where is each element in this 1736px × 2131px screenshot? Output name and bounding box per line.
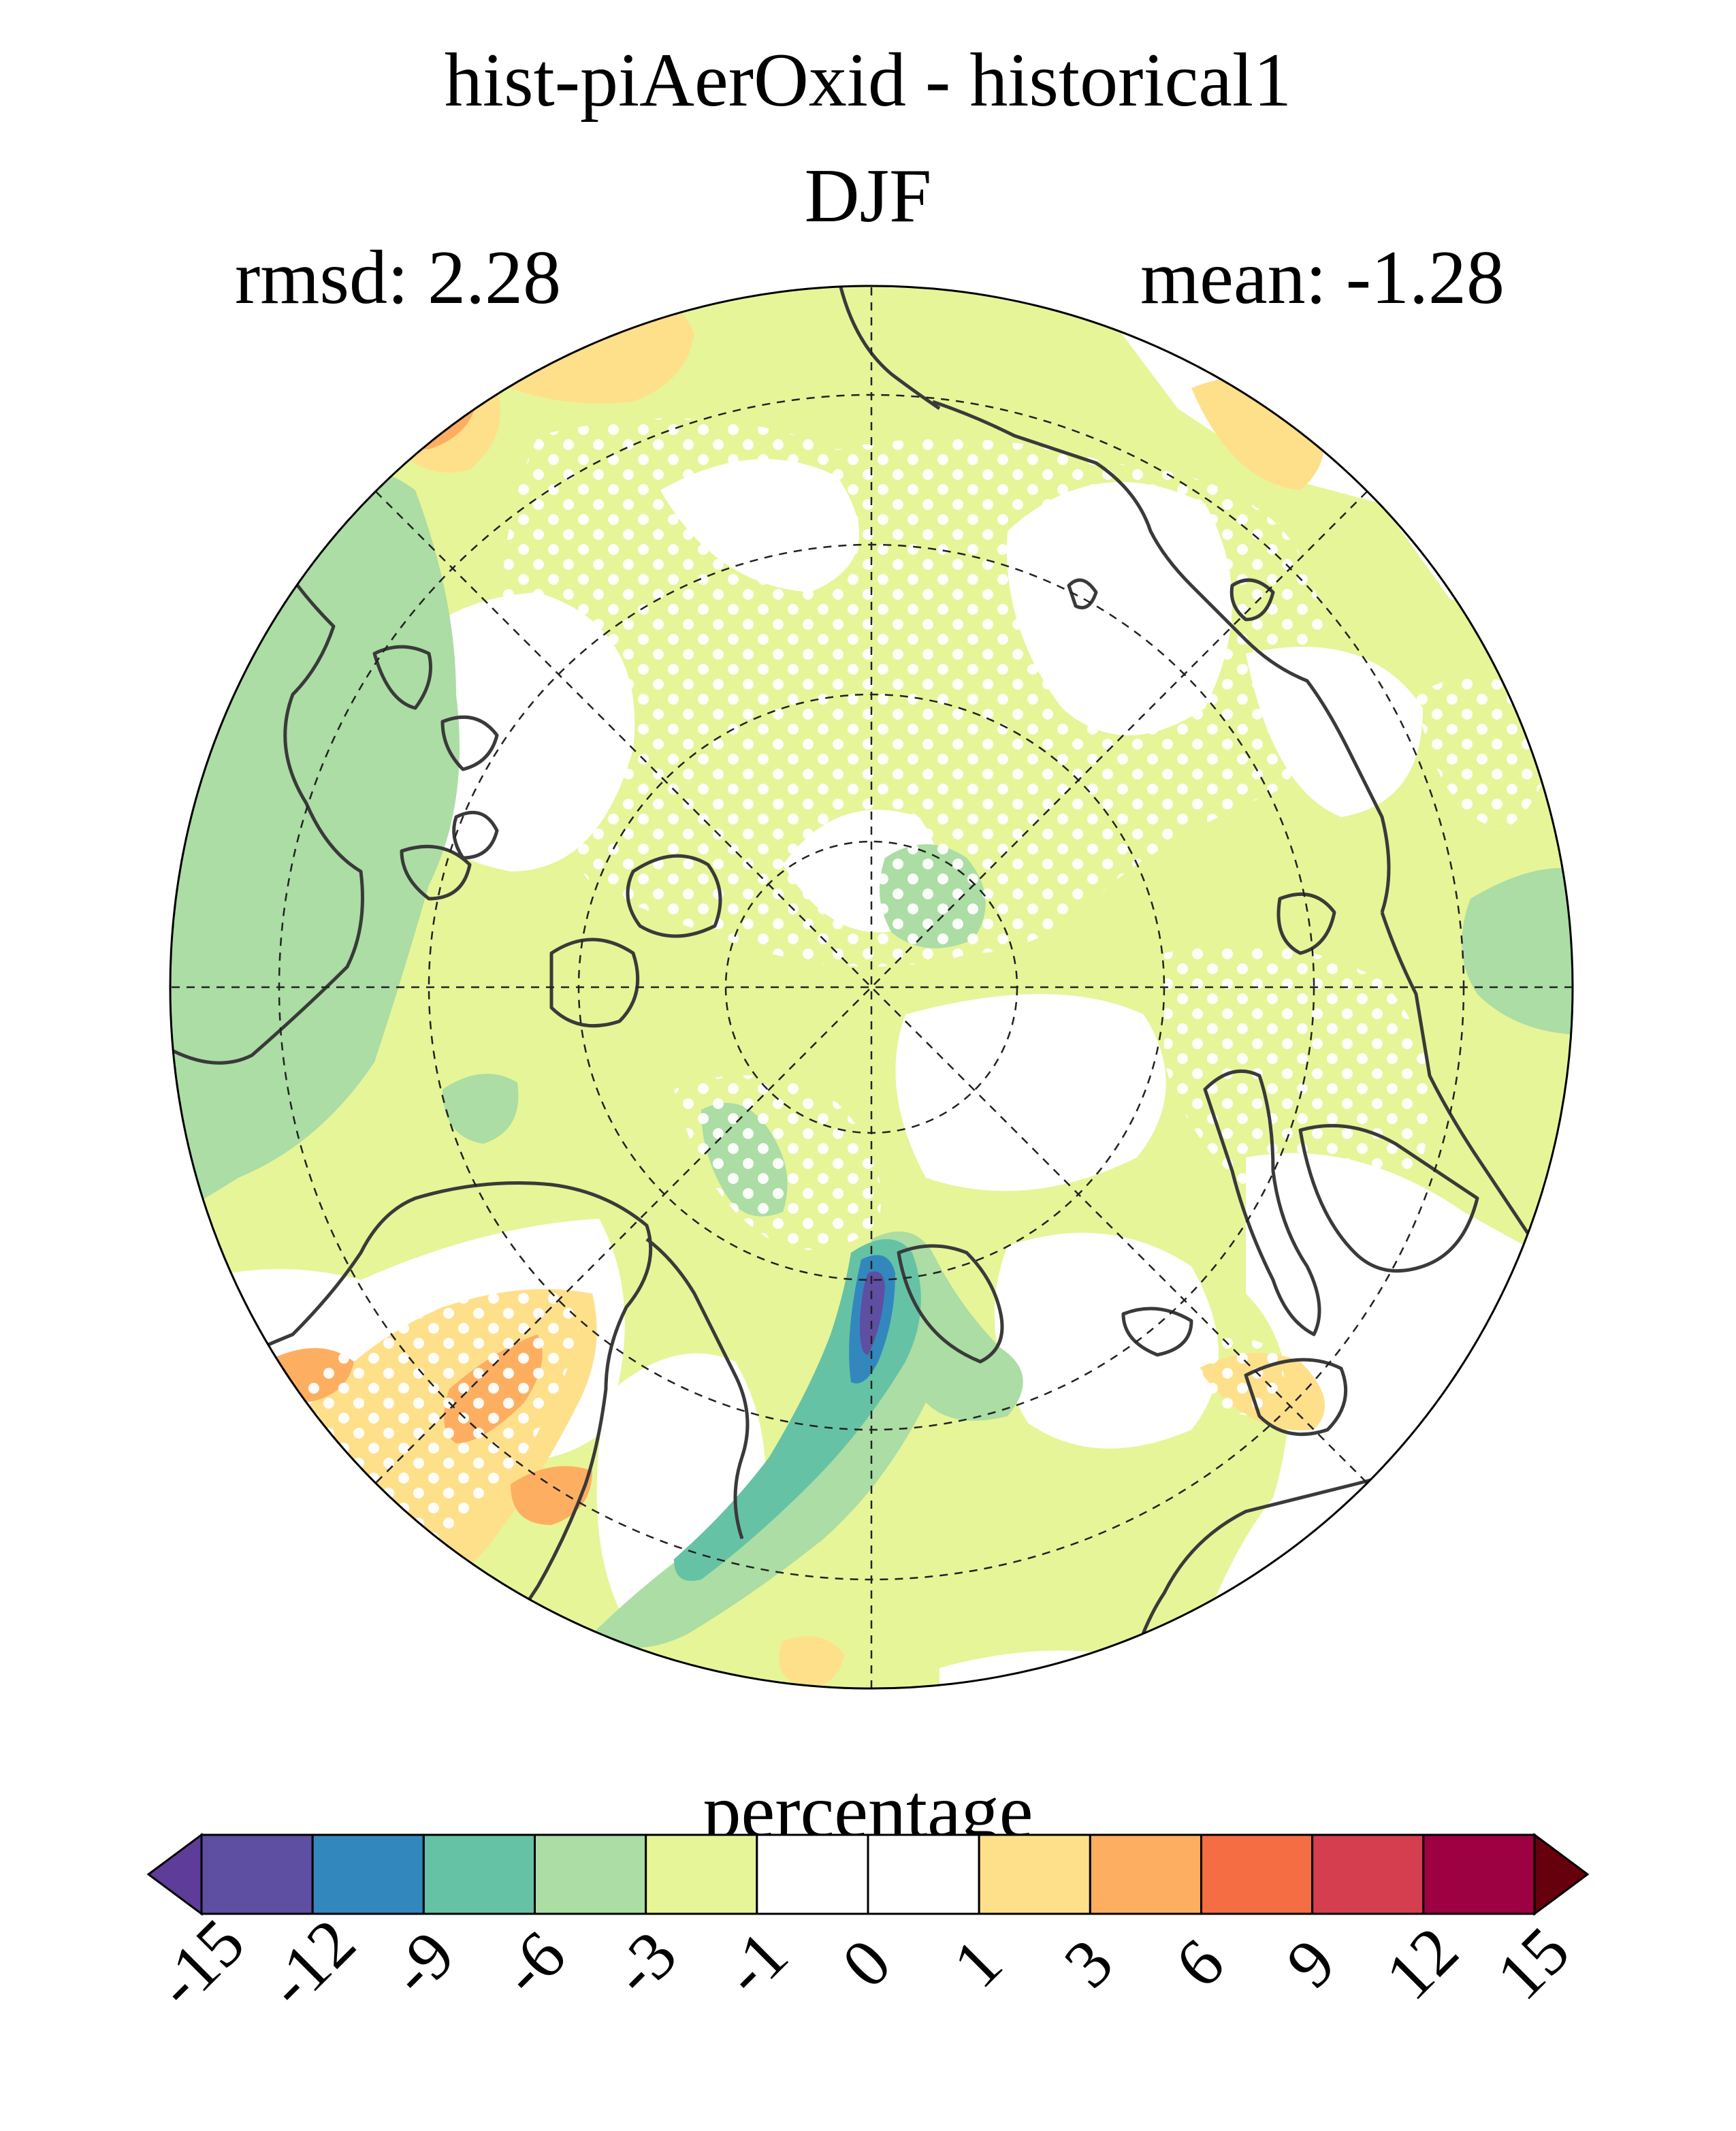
colorbar-tick-label: -6 [486, 1917, 579, 2010]
colorbar-ticks: -15-12 -9 -6 -3 -1 0 1 3 6 9 12 15 [141, 1904, 1584, 2022]
colorbar-bin [756, 1833, 869, 1915]
colorbar-tick-label: 1 [939, 1925, 1016, 2002]
map-boundary [169, 285, 1574, 1690]
colorbar-tick-label: 6 [1161, 1925, 1238, 2002]
colorbar-min-arrow [146, 1833, 203, 1916]
colorbar-boxes [146, 1833, 1590, 1916]
colorbar-bin [200, 1833, 314, 1915]
colorbar-tick-label: -9 [375, 1917, 468, 2010]
colorbar-bin [978, 1833, 1091, 1915]
colorbar-tick-label: 12 [1371, 1912, 1473, 2014]
colorbar-tick-label: -3 [597, 1917, 690, 2010]
colorbar-bin [311, 1833, 425, 1915]
colorbar-tick-label: 3 [1050, 1925, 1127, 2002]
season-subtitle: DJF [804, 154, 932, 238]
colorbar-tick-label: 9 [1272, 1925, 1349, 2002]
colorbar-bin [1089, 1833, 1203, 1915]
colorbar-tick-label: -12 [252, 1904, 370, 2022]
colorbar-bin [1200, 1833, 1314, 1915]
rmsd-stat: rmsd: 2.28 [235, 236, 562, 320]
colorbar-tick-label: 15 [1482, 1912, 1584, 2014]
colorbar-bin [422, 1833, 536, 1915]
colorbar-bin [1422, 1833, 1536, 1915]
mean-stat: mean: -1.28 [1140, 236, 1505, 320]
colorbar-tick-label: -1 [709, 1917, 802, 2010]
graticule [170, 286, 1573, 1688]
colorbar-bin [1311, 1833, 1425, 1915]
map-title: hist-piAerOxid - historical1 [444, 38, 1292, 123]
colorbar-bin [645, 1833, 758, 1915]
colorbar-tick-label: -15 [141, 1904, 259, 2022]
colorbar-bin [867, 1833, 980, 1915]
colorbar-tick-label: 0 [828, 1925, 905, 2002]
colorbar-max-arrow [1533, 1833, 1590, 1916]
colorbar-bin [534, 1833, 647, 1915]
extreme-negative-region [859, 1271, 885, 1355]
polar-map [169, 285, 1574, 1690]
colorbar: -15-12 -9 -6 -3 -1 0 1 3 6 9 12 15 [141, 1833, 1590, 2022]
